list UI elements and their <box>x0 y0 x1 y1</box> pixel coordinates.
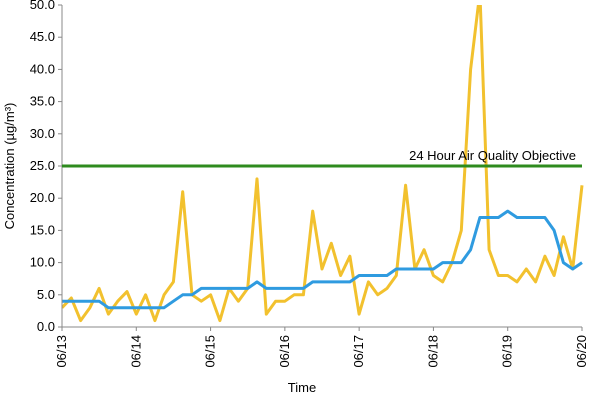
y-tick-label: 5.0 <box>37 287 55 302</box>
y-tick-label: 0.0 <box>37 319 55 334</box>
y-tick-label: 50.0 <box>30 0 55 12</box>
y-axis-label: Concentration (µg/m³) <box>2 103 17 230</box>
x-tick-label: 06/13 <box>54 335 69 368</box>
y-tick-label: 10.0 <box>30 255 55 270</box>
x-axis-label: Time <box>288 380 316 395</box>
y-tick-label: 40.0 <box>30 61 55 76</box>
x-tick-label: 06/17 <box>351 335 366 368</box>
reference-label: 24 Hour Air Quality Objective <box>409 148 576 163</box>
x-tick-label: 06/16 <box>277 335 292 368</box>
data-line <box>62 209 583 310</box>
y-tick-label: 20.0 <box>30 190 55 205</box>
plot-area <box>62 5 584 323</box>
x-tick-label: 06/19 <box>500 335 515 368</box>
y-tick-label: 30.0 <box>30 126 55 141</box>
x-tick-label: 06/18 <box>425 335 440 368</box>
y-tick-label: 15.0 <box>30 222 55 237</box>
x-tick-label: 06/20 <box>574 335 589 368</box>
x-tick-label: 06/15 <box>203 335 218 368</box>
y-tick-label: 25.0 <box>30 158 55 173</box>
data-line <box>62 5 584 323</box>
y-tick-label: 35.0 <box>30 94 55 109</box>
x-tick-label: 06/14 <box>128 335 143 368</box>
y-tick-label: 45.0 <box>30 29 55 44</box>
